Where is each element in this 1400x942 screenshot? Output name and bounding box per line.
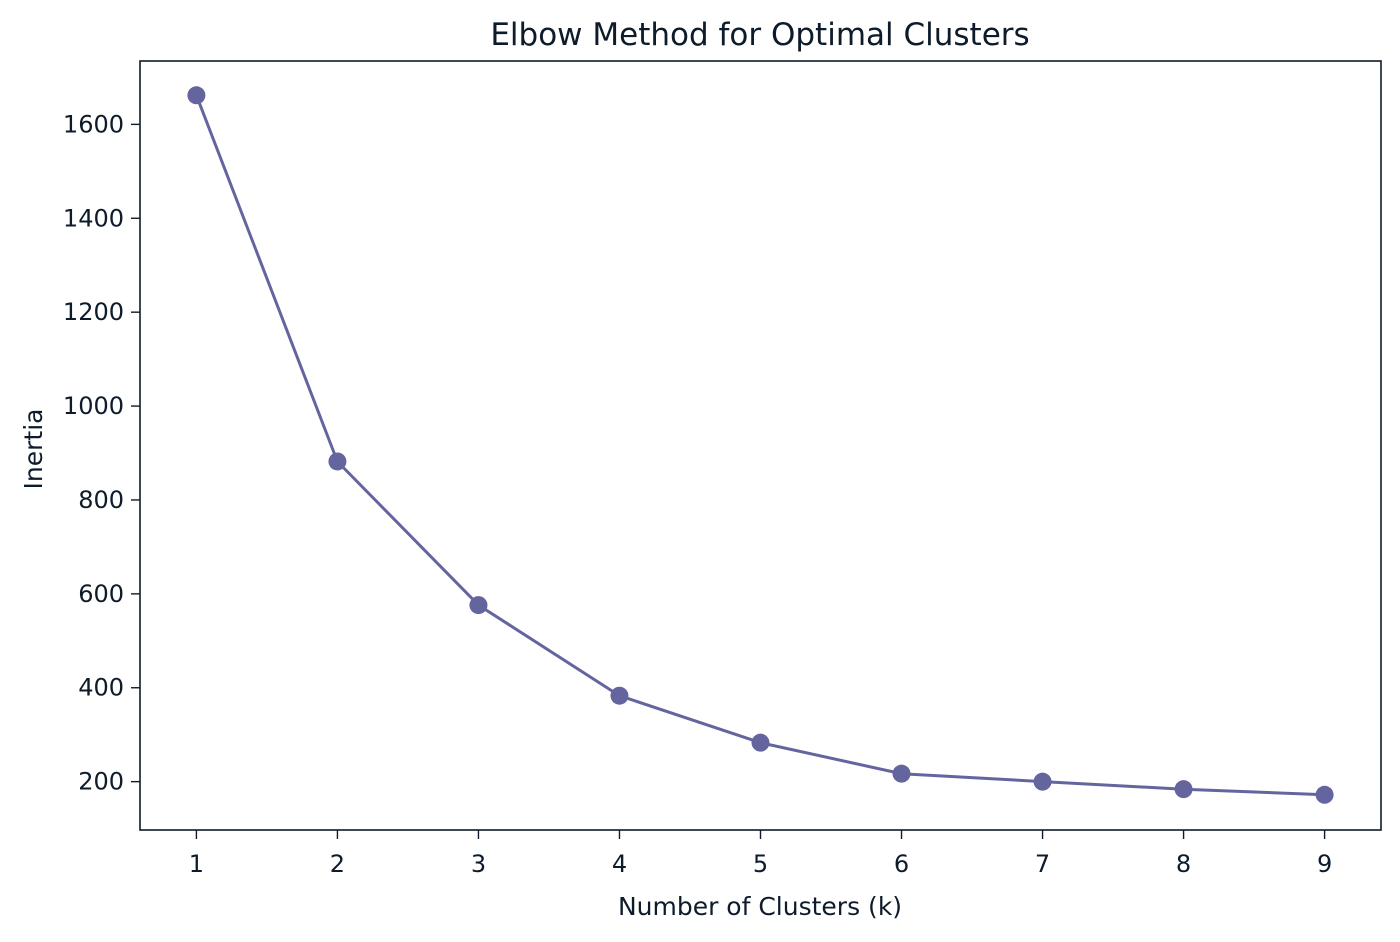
data-point (1033, 772, 1052, 791)
y-axis-label: Inertia (19, 409, 48, 490)
x-tick-label: 7 (1035, 850, 1050, 878)
data-point (469, 596, 488, 615)
data-point (610, 686, 629, 705)
y-tick-label: 200 (78, 768, 124, 796)
series-line (195, 94, 1325, 797)
x-tick-label: 3 (471, 850, 486, 878)
x-tick-label: 8 (1176, 850, 1191, 878)
y-tick-label: 1000 (63, 392, 124, 420)
data-point (328, 452, 347, 471)
y-tick-label: 1600 (63, 110, 124, 138)
y-tick-label: 600 (78, 580, 124, 608)
y-tick-label: 800 (78, 486, 124, 514)
chart-title: Elbow Method for Optimal Clusters (490, 17, 1029, 53)
x-tick-label: 1 (189, 850, 204, 878)
x-tick-label: 2 (330, 850, 345, 878)
data-point (1315, 785, 1334, 804)
data-point (892, 764, 911, 783)
x-tick-label: 5 (753, 850, 768, 878)
y-tick-label: 1200 (63, 298, 124, 326)
y-tick-label: 400 (78, 674, 124, 702)
data-point (1174, 780, 1193, 799)
plot-frame (139, 60, 1382, 831)
x-tick-label: 6 (894, 850, 909, 878)
data-point (187, 86, 206, 105)
x-tick-label: 9 (1317, 850, 1332, 878)
y-tick-label: 1400 (63, 204, 124, 232)
x-tick-label: 4 (612, 850, 627, 878)
plot-area: 1 2 3 4 5 6 7 8 9 200 400 600 800 1000 1200 1400 1600 (63, 60, 1382, 878)
data-point (751, 733, 770, 752)
x-axis-label: Number of Clusters (k) (618, 892, 902, 921)
